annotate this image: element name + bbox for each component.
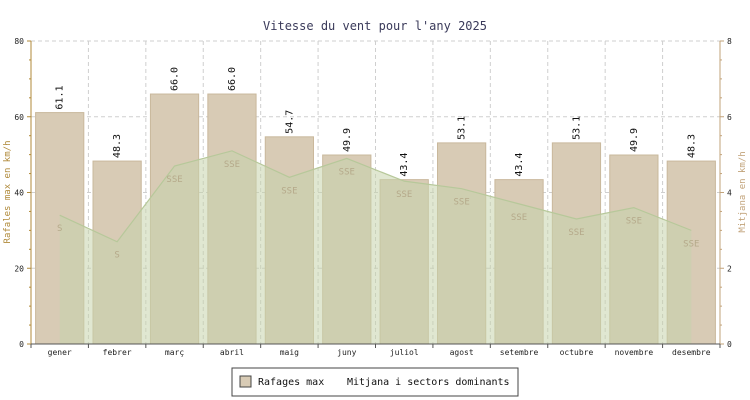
y-axis-left-label: Rafales max en km/h <box>3 141 13 244</box>
y-tick-label-left: 60 <box>14 113 24 122</box>
x-tick-label: juliol <box>390 348 419 357</box>
sector-label: SSE <box>511 213 527 223</box>
legend: Rafages max Mitjana i sectors dominants <box>231 367 519 397</box>
y-tick-label-right: 2 <box>727 264 732 273</box>
chart-title: Vitesse du vent pour l'any 2025 <box>263 19 487 33</box>
x-tick-label: febrer <box>103 348 132 357</box>
sector-label: SSE <box>339 167 355 177</box>
sector-label: SSE <box>166 175 182 185</box>
sector-label: S <box>114 251 119 261</box>
y-tick-label-right: 6 <box>727 113 732 122</box>
legend-swatch-bars <box>239 375 252 388</box>
bar-value-label: 49.9 <box>629 128 640 152</box>
bar-value-label: 48.3 <box>112 134 123 158</box>
x-tick-label: març <box>165 348 184 357</box>
sector-label: SSE <box>396 190 412 200</box>
y-axis-right-label: Mitjana en km/h <box>738 151 748 232</box>
x-tick-label: novembre <box>615 348 654 357</box>
bar-value-label: 66.0 <box>170 67 181 91</box>
legend-box <box>231 367 519 397</box>
sector-label: SSE <box>568 228 584 238</box>
y-tick-label-left: 20 <box>14 264 24 273</box>
bar-value-label: 53.1 <box>571 116 582 140</box>
x-tick-label: maig <box>280 348 299 357</box>
x-tick-label: abril <box>220 348 244 357</box>
y-tick-label-right: 0 <box>727 340 732 349</box>
y-tick-label-left: 80 <box>14 37 24 46</box>
average-line <box>59 150 692 243</box>
area-layer <box>59 150 692 344</box>
bar-value-label: 54.7 <box>284 110 295 134</box>
bar-value-label: 66.0 <box>227 67 238 91</box>
bar-value-label: 48.3 <box>686 134 697 158</box>
x-tick-label: octubre <box>560 348 594 357</box>
x-tick-label: desembre <box>672 348 711 357</box>
sector-label: SSE <box>683 239 699 249</box>
bar-value-label: 43.4 <box>399 153 410 177</box>
sector-label: SSE <box>281 186 297 196</box>
x-tick-label: gener <box>48 348 72 357</box>
average-area <box>59 150 692 344</box>
y-tick-label-left: 40 <box>14 189 24 198</box>
bar-value-label: 49.9 <box>342 128 353 152</box>
y-tick-label-left: 0 <box>19 340 24 349</box>
x-tick-label: agost <box>450 348 474 357</box>
y-tick-label-right: 8 <box>727 37 732 46</box>
sector-label: S <box>57 224 62 234</box>
axes-layer: 0 20 40 60 80 0 2 4 6 8 gener febrer març abril maig ju… <box>14 37 732 357</box>
y-tick-label-right: 4 <box>727 189 732 198</box>
sector-label: SSE <box>224 160 240 170</box>
legend-label-area: Mitjana i sectors dominants <box>347 377 510 388</box>
sector-label: SSE <box>453 198 469 208</box>
legend-label-bars: Rafages max <box>258 377 324 388</box>
bar-value-label: 43.4 <box>514 153 525 177</box>
bar-value-label: 61.1 <box>55 85 66 109</box>
sector-label-layer: S S SSE SSE SSE SSE SSE SSE SSE SSE SSE SSE <box>57 160 699 261</box>
bar-value-label-layer: 61.1 48.3 66.0 66.0 54.7 49.9 43.4 53.1 43.4 53.1… <box>55 67 698 177</box>
sector-label: SSE <box>626 217 642 227</box>
bar-value-label: 53.1 <box>457 116 468 140</box>
x-tick-label: juny <box>337 348 356 357</box>
x-tick-label: setembre <box>500 348 539 357</box>
